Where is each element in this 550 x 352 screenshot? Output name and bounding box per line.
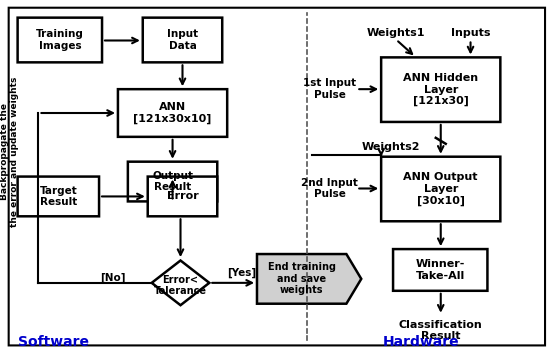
- Polygon shape: [257, 254, 361, 304]
- Text: Weights1: Weights1: [367, 27, 425, 38]
- FancyBboxPatch shape: [381, 157, 500, 221]
- Text: Inputs: Inputs: [451, 27, 490, 38]
- FancyBboxPatch shape: [148, 177, 217, 216]
- Text: Error: Error: [167, 191, 199, 201]
- Text: [No]: [No]: [100, 273, 126, 283]
- Text: Input
Data: Input Data: [167, 29, 198, 51]
- FancyBboxPatch shape: [128, 162, 217, 201]
- Text: Output
Result: Output Result: [152, 171, 193, 192]
- Text: Tolerance: Tolerance: [154, 286, 207, 296]
- Text: Winner-
Take-All: Winner- Take-All: [416, 259, 465, 281]
- Text: End training
and save
weights: End training and save weights: [268, 262, 336, 295]
- FancyBboxPatch shape: [381, 57, 500, 122]
- FancyBboxPatch shape: [18, 18, 102, 62]
- FancyBboxPatch shape: [18, 177, 99, 216]
- Text: Backpropagate the
the error and update weights: Backpropagate the the error and update w…: [0, 76, 19, 227]
- Text: Target
Result: Target Result: [40, 186, 77, 207]
- Text: 2nd Input
Pulse: 2nd Input Pulse: [301, 178, 358, 199]
- Polygon shape: [152, 260, 210, 305]
- FancyBboxPatch shape: [393, 249, 487, 291]
- Text: 1st Input
Pulse: 1st Input Pulse: [303, 78, 356, 100]
- Text: Classification
Result: Classification Result: [399, 320, 482, 341]
- Text: ANN
[121x30x10]: ANN [121x30x10]: [133, 102, 212, 124]
- Text: Error<: Error<: [162, 275, 199, 285]
- Text: Hardware: Hardware: [383, 335, 459, 350]
- Text: Training
Images: Training Images: [36, 29, 84, 51]
- FancyBboxPatch shape: [143, 18, 222, 62]
- Text: ANN Hidden
Layer
[121x30]: ANN Hidden Layer [121x30]: [403, 73, 478, 106]
- Text: [Yes]: [Yes]: [228, 268, 257, 278]
- Text: Weights2: Weights2: [361, 142, 420, 152]
- Text: Software: Software: [18, 335, 89, 350]
- Text: ANN Output
Layer
[30x10]: ANN Output Layer [30x10]: [404, 172, 478, 206]
- FancyBboxPatch shape: [118, 89, 227, 137]
